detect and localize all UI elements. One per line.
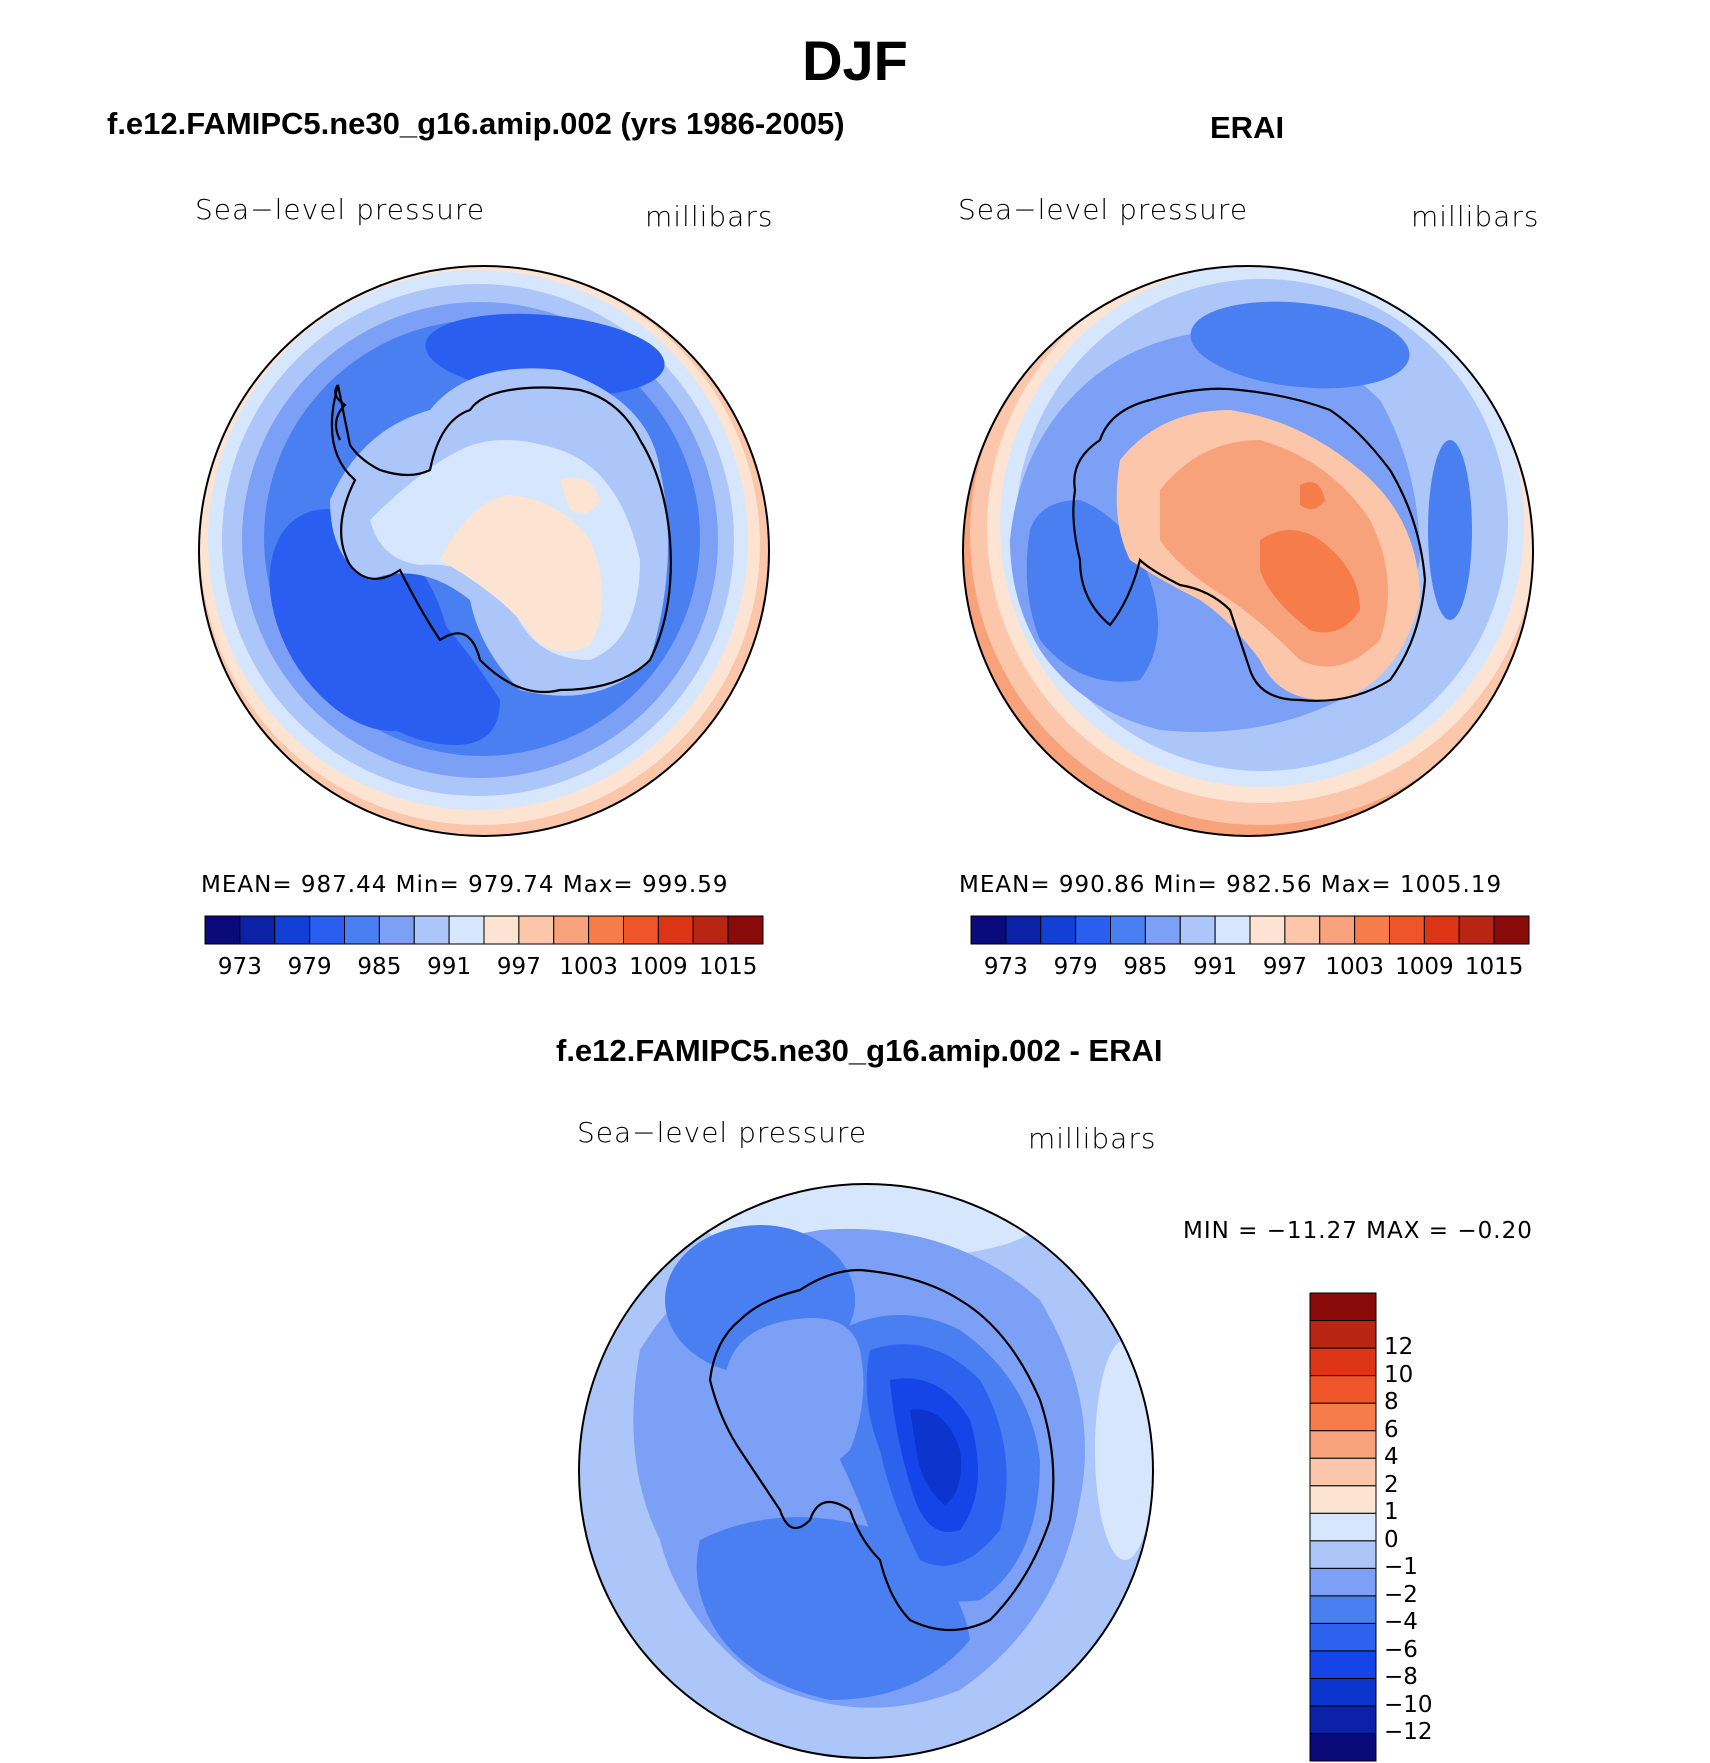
colorbar-swatch <box>727 915 764 945</box>
colorbar-tick-label: −1 <box>1384 1554 1418 1581</box>
colorbar-swatch <box>1309 1512 1377 1542</box>
colorbar-tick-label: −12 <box>1384 1719 1433 1746</box>
colorbar-swatch <box>692 915 729 945</box>
colorbar-swatch <box>1309 1347 1377 1377</box>
colorbar-tick-label: 997 <box>1262 954 1307 980</box>
colorbar-swatch <box>553 915 590 945</box>
colorbar-swatch <box>1309 1540 1377 1569</box>
colorbar-swatch <box>1389 915 1425 945</box>
obs-panel-title: ERAI <box>1210 110 1285 145</box>
model-stats: MEAN= 987.44 Min= 979.74 Max= 999.59 <box>201 872 729 898</box>
colorbar-swatch <box>309 915 345 945</box>
colorbar-swatch <box>1309 1320 1377 1349</box>
colorbar-swatch <box>1309 1732 1377 1762</box>
colorbar-swatch <box>1110 915 1146 945</box>
colorbar-swatch <box>1005 915 1042 945</box>
diff-variable-label: Sea−level pressure <box>577 1116 868 1149</box>
colorbar-swatch <box>1493 915 1530 945</box>
colorbar-swatch <box>1309 1292 1377 1322</box>
colorbar-swatch <box>1309 1375 1377 1404</box>
colorbar-tick-label: 12 <box>1384 1334 1414 1361</box>
colorbar-swatch <box>1214 915 1251 945</box>
colorbar-swatch <box>378 915 415 945</box>
colorbar-tick-label: −10 <box>1384 1691 1433 1718</box>
obs-units-label: millibars <box>1411 200 1540 233</box>
colorbar-swatch <box>274 915 311 945</box>
colorbar-swatch <box>1309 1567 1377 1597</box>
colorbar-swatch <box>1309 1457 1377 1487</box>
model-colorbar <box>204 915 764 945</box>
colorbar-swatch <box>1423 915 1460 945</box>
colorbar-swatch <box>1309 1485 1377 1514</box>
colorbar-tick-label: 10 <box>1384 1361 1414 1388</box>
diff-stats: MIN = −11.27 MAX = −0.20 <box>1183 1218 1533 1244</box>
colorbar-swatch <box>204 915 241 945</box>
colorbar-swatch <box>483 915 520 945</box>
colorbar-swatch <box>623 915 659 945</box>
obs-stats: MEAN= 990.86 Min= 982.56 Max= 1005.19 <box>959 872 1503 898</box>
colorbar-tick-label: 991 <box>1193 954 1238 980</box>
colorbar-swatch <box>657 915 694 945</box>
colorbar-tick-label: 973 <box>983 954 1028 980</box>
colorbar-swatch <box>588 915 624 945</box>
colorbar-tick-label: 1003 <box>559 954 618 980</box>
colorbar-tick-label: 4 <box>1384 1444 1399 1471</box>
colorbar-swatch <box>413 915 450 945</box>
colorbar-tick-label: −6 <box>1384 1636 1418 1663</box>
colorbar-swatch <box>1458 915 1495 945</box>
colorbar-tick-label: 2 <box>1384 1471 1399 1498</box>
colorbar-tick-label: 1003 <box>1325 954 1384 980</box>
colorbar-swatch <box>1309 1677 1377 1707</box>
colorbar-tick-label: 985 <box>1123 954 1168 980</box>
colorbar-swatch <box>1075 915 1111 945</box>
colorbar-tick-label: 0 <box>1384 1526 1399 1553</box>
colorbar-swatch <box>518 915 555 945</box>
colorbar-swatch <box>1144 915 1181 945</box>
colorbar-tick-label: 979 <box>287 954 332 980</box>
colorbar-swatch <box>1354 915 1390 945</box>
model-panel-title: f.e12.FAMIPC5.ne30_g16.amip.002 (yrs 198… <box>107 106 845 141</box>
colorbar-swatch <box>1040 915 1077 945</box>
colorbar-tick-label: 1 <box>1384 1499 1399 1526</box>
colorbar-tick-label: −8 <box>1384 1664 1418 1691</box>
colorbar-tick-label: 985 <box>357 954 402 980</box>
colorbar-tick-label: 991 <box>427 954 472 980</box>
model-variable-label: Sea−level pressure <box>195 193 486 226</box>
colorbar-swatch <box>1309 1622 1377 1652</box>
colorbar-swatch <box>1319 915 1356 945</box>
colorbar-tick-label: −2 <box>1384 1581 1418 1608</box>
colorbar-tick-label: 1009 <box>1395 954 1454 980</box>
colorbar-tick-label: 1015 <box>1464 954 1524 980</box>
colorbar-tick-label: 973 <box>217 954 262 980</box>
colorbar-tick-label: 1009 <box>629 954 688 980</box>
colorbar-swatch <box>1179 915 1216 945</box>
colorbar-swatch <box>1309 1595 1377 1624</box>
colorbar-swatch <box>970 915 1007 945</box>
colorbar-swatch <box>1309 1402 1377 1432</box>
model-units-label: millibars <box>645 200 774 233</box>
diff-units-label: millibars <box>1028 1122 1157 1155</box>
colorbar-swatch <box>1249 915 1286 945</box>
colorbar-swatch <box>1284 915 1321 945</box>
colorbar-swatch <box>448 915 485 945</box>
colorbar-swatch <box>1309 1650 1377 1679</box>
colorbar-tick-label: 979 <box>1053 954 1098 980</box>
colorbar-swatch <box>239 915 276 945</box>
colorbar-tick-label: 1015 <box>698 954 758 980</box>
diff-colorbar <box>1309 1292 1377 1762</box>
colorbar-tick-label: 6 <box>1384 1416 1399 1443</box>
colorbar-tick-label: 8 <box>1384 1389 1399 1416</box>
colorbar-tick-label: −4 <box>1384 1609 1418 1636</box>
diff-panel-title: f.e12.FAMIPC5.ne30_g16.amip.002 - ERAI <box>556 1033 1163 1068</box>
colorbar-swatch <box>344 915 380 945</box>
colorbar-swatch <box>1309 1430 1377 1459</box>
figure-title: DJF <box>802 29 908 92</box>
obs-variable-label: Sea−level pressure <box>958 193 1249 226</box>
model-outer-ring <box>199 266 769 836</box>
obs-colorbar <box>970 915 1530 945</box>
colorbar-tick-label: 997 <box>496 954 541 980</box>
colorbar-swatch <box>1309 1705 1377 1734</box>
